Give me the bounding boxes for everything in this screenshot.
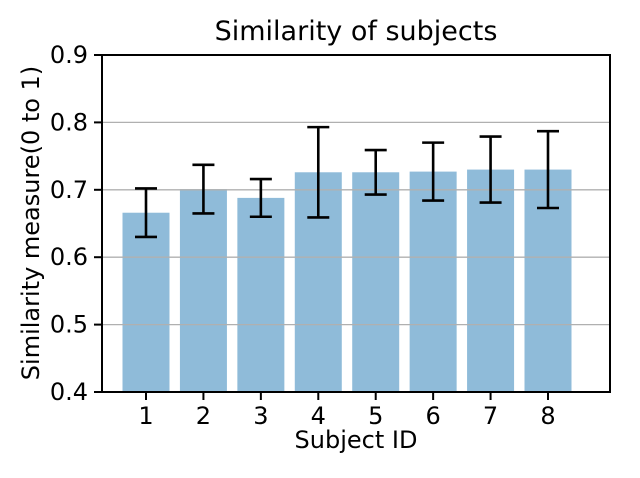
x-tick-label: 4	[311, 402, 326, 430]
axes-spines	[101, 54, 611, 393]
x-tick-label: 7	[483, 402, 498, 430]
x-tick-label: 3	[253, 402, 268, 430]
y-tick-label: 0.5	[50, 311, 88, 339]
y-tick-label: 0.4	[50, 378, 88, 406]
y-tick-label: 0.7	[50, 176, 88, 204]
chart-title: Similarity of subjects	[214, 16, 498, 47]
y-tick-label: 0.9	[50, 41, 88, 69]
y-tick-label: 0.6	[50, 243, 88, 271]
x-tick-label: 8	[540, 402, 555, 430]
bar	[352, 172, 400, 392]
x-tick-label: 5	[368, 402, 383, 430]
y-tick-label: 0.8	[50, 108, 88, 136]
x-axis-label: Subject ID	[294, 426, 418, 454]
bar	[467, 169, 515, 392]
x-tick-label: 1	[138, 402, 153, 430]
bar	[122, 212, 170, 392]
bar	[179, 189, 227, 392]
bar	[409, 171, 457, 392]
x-tick-label: 2	[196, 402, 211, 430]
bar	[237, 197, 285, 392]
x-tick-label: 6	[426, 402, 441, 430]
